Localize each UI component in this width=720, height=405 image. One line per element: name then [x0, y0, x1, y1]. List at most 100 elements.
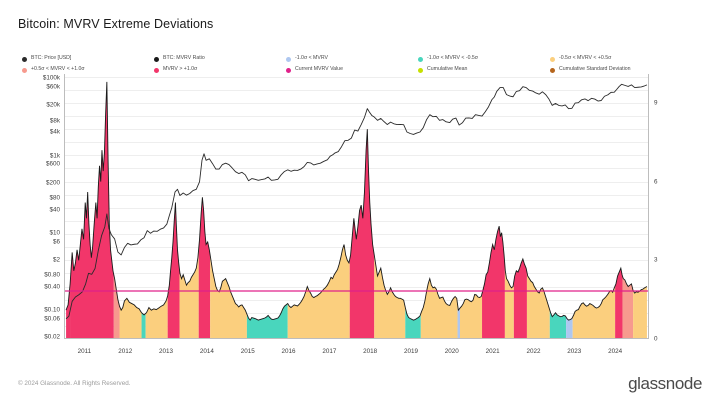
legend-plus-05-to-plus-1-sigma[interactable]: +0.5σ < MVRV < +1.0σ	[22, 65, 154, 75]
y-axis-left-tick: $10	[49, 229, 60, 237]
y-axis-right-tick: 9	[654, 99, 658, 107]
axis-line-left	[64, 74, 65, 339]
y-axis-right-tick: 3	[654, 256, 658, 264]
mvrv-band-minus1	[566, 81, 573, 339]
legend-minus-1-to-minus-05-sigma[interactable]: -1.0σ < MVRV < -0.5σ	[418, 54, 550, 64]
legend-current-mvrv-value-swatch-icon	[286, 67, 291, 73]
legend-minus-1-to-minus-05-sigma-label: -1.0σ < MVRV < -0.5σ	[427, 55, 478, 62]
mvrv-band-plus1	[482, 81, 505, 339]
y-axis-left-tick: $0.80	[44, 271, 60, 279]
x-axis-tick: 2023	[567, 348, 582, 355]
y-axis-left-tick: $20k	[46, 101, 60, 109]
mvrv-ratio-line	[65, 81, 648, 321]
mvrv-band-mid	[572, 81, 616, 339]
legend-above-plus-1-sigma-swatch-icon	[154, 67, 159, 73]
gridline	[64, 168, 649, 170]
legend-current-mvrv-value[interactable]: Current MVRV Value	[286, 65, 418, 75]
gridline	[64, 102, 649, 104]
y-axis-left-tick: $80	[49, 194, 60, 202]
legend-btc-mvrv-ratio[interactable]: BTC: MVRV Ratio	[154, 54, 286, 64]
legend-cumulative-mean-swatch-icon	[418, 67, 423, 73]
legend-cumulative-standard-deviation[interactable]: Cumulative Standard Deviation	[550, 65, 682, 75]
mvrv-band-plus1	[513, 81, 527, 339]
mvrv-band-mid	[504, 81, 514, 339]
x-axis-tick: 2016	[281, 348, 296, 355]
x-axis-tick: 2020	[444, 348, 459, 355]
page-title: Bitcoin: MVRV Extreme Deviations	[18, 17, 214, 31]
legend-above-plus-1-sigma[interactable]: MVRV > +1.0σ	[154, 65, 286, 75]
x-axis-tick: 2013	[159, 348, 174, 355]
x-axis-tick: 2024	[608, 348, 623, 355]
legend-cumulative-standard-deviation-swatch-icon	[550, 67, 555, 73]
legend-btc-mvrv-ratio-swatch-icon	[154, 56, 159, 62]
x-axis-tick: 2014	[199, 348, 214, 355]
gridline	[64, 142, 649, 144]
mvrv-band-minus05	[549, 81, 567, 339]
mvrv-band-minus1	[457, 81, 460, 339]
x-axis-tick: 2015	[240, 348, 255, 355]
legend-above-plus-1-sigma-label: MVRV > +1.0σ	[163, 66, 198, 73]
mvrv-band-minus05	[246, 81, 288, 339]
legend-below-minus-1-sigma[interactable]: -1.0σ < MVRV	[286, 54, 418, 64]
legend-cumulative-mean-label: Cumulative Mean	[427, 66, 468, 73]
y-axis-right: 0 3 6 9	[654, 74, 684, 342]
axis-line-right	[648, 74, 649, 339]
mvrv-band-mid	[287, 81, 350, 339]
mvrv-band-mid	[119, 81, 142, 339]
mvrv-band-plus05	[113, 81, 120, 339]
legend-cumulative-mean[interactable]: Cumulative Mean	[418, 65, 550, 75]
legend-btc-price-label: BTC: Price [USD]	[31, 55, 72, 62]
gridline	[64, 89, 649, 91]
mvrv-band-minus05	[141, 81, 146, 339]
y-axis-left-tick: $100k	[42, 74, 60, 82]
legend-below-minus-1-sigma-label: -1.0σ < MVRV	[295, 55, 328, 62]
chart-svg	[64, 81, 649, 339]
y-axis-left-tick: $2	[52, 256, 60, 264]
gridline	[64, 155, 649, 157]
y-axis-left-tick: $8k	[49, 117, 60, 125]
gridline	[64, 220, 649, 222]
y-axis-left-tick: $0.06	[44, 315, 60, 323]
x-axis-tick: 2012	[118, 348, 133, 355]
mvrv-band-plus1	[198, 81, 211, 339]
mvrv-band-mid	[179, 81, 199, 339]
y-axis-left-tick: $600	[45, 160, 60, 168]
x-axis-tick: 2022	[526, 348, 541, 355]
y-axis-left-tick: $0.10	[44, 306, 60, 314]
legend-minus-05-to-plus-05-sigma-label: -0.5σ < MVRV < +0.5σ	[559, 55, 612, 62]
y-axis-right-tick: 6	[654, 178, 658, 186]
x-axis-tick: 2019	[403, 348, 418, 355]
x-axis: 2011 2012 2013 2014 2015 2016 2017 2018 2019 2020…	[64, 344, 649, 358]
x-axis-tick: 2017	[322, 348, 337, 355]
legend-minus-1-to-minus-05-sigma-swatch-icon	[418, 56, 423, 62]
y-axis-left-tick: $4k	[49, 128, 60, 136]
gridline	[64, 115, 649, 117]
copyright-text: © 2024 Glassnode. All Rights Reserved.	[18, 380, 131, 387]
gridline	[64, 207, 649, 209]
y-axis-left-tick: $0.02	[44, 333, 60, 341]
mvrv-band-mid	[210, 81, 247, 339]
y-axis-left-tick: $1k	[49, 152, 60, 160]
mvrv-band-fills	[66, 81, 647, 339]
mvrv-band-mid	[374, 81, 406, 339]
mvrv-band-minus05	[405, 81, 421, 339]
plot-area	[64, 74, 649, 339]
x-axis-tick: 2021	[485, 348, 500, 355]
mvrv-band-mid	[420, 81, 458, 339]
chart-legend: BTC: Price [USD] BTC: MVRV Ratio -1.0σ < M…	[22, 54, 682, 75]
legend-minus-05-to-plus-05-sigma[interactable]: -0.5σ < MVRV < +0.5σ	[550, 54, 682, 64]
legend-cumulative-standard-deviation-label: Cumulative Standard Deviation	[559, 66, 631, 73]
mvrv-band-mid	[145, 81, 168, 339]
gridline	[64, 194, 649, 196]
gridline	[64, 76, 649, 78]
x-axis-tick: 2018	[363, 348, 378, 355]
legend-minus-05-to-plus-05-sigma-swatch-icon	[550, 56, 555, 62]
legend-plus-05-to-plus-1-sigma-label: +0.5σ < MVRV < +1.0σ	[31, 66, 85, 73]
gridline	[64, 129, 649, 131]
mvrv-band-plus05	[622, 81, 634, 339]
legend-btc-mvrv-ratio-label: BTC: MVRV Ratio	[163, 55, 205, 62]
axis-line-bottom	[64, 338, 649, 339]
y-axis-left-tick: $40	[49, 206, 60, 214]
legend-btc-price[interactable]: BTC: Price [USD]	[22, 54, 154, 64]
